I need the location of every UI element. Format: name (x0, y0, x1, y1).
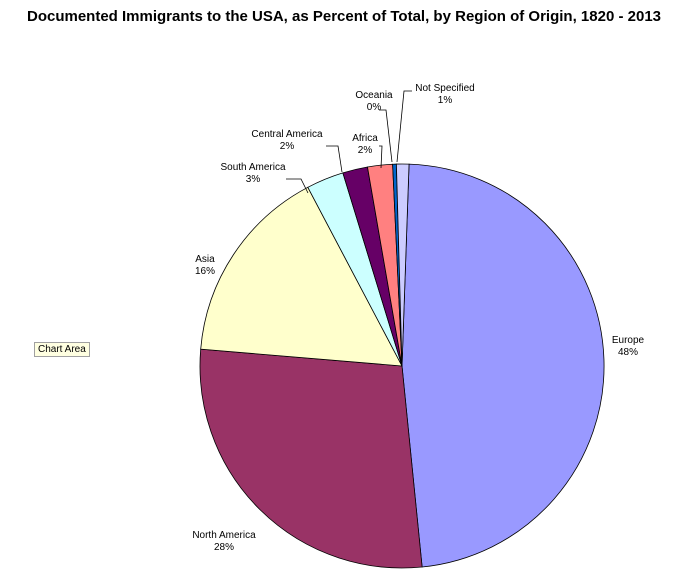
pie-slice-not-specified[interactable] (395, 163, 410, 367)
data-label-north-america: North America 28% (192, 530, 256, 553)
leader-line-not-specified (396, 90, 412, 163)
pie-slice-asia[interactable] (200, 186, 403, 367)
data-label-south-america: South America 3% (220, 162, 285, 185)
leader-line-oceania (379, 109, 393, 163)
data-label-not-specified: Not Specified 1% (415, 83, 474, 106)
chart-title: Documented Immigrants to the USA, as Per… (26, 8, 661, 25)
leader-line-central-america (326, 145, 343, 173)
chart-area-tooltip: Chart Area (34, 342, 90, 357)
leader-line-africa (379, 145, 383, 169)
data-label-africa: Africa 2% (352, 133, 378, 156)
pie-slice-north-america[interactable] (199, 348, 423, 569)
pie-slice-europe[interactable] (401, 163, 605, 568)
data-label-central-america: Central America 2% (251, 129, 323, 152)
data-label-asia: Asia 16% (195, 254, 215, 277)
data-label-europe: Europe 48% (612, 335, 645, 358)
data-label-oceania: Oceania 0% (355, 90, 393, 113)
leader-line-south-america (286, 178, 309, 194)
